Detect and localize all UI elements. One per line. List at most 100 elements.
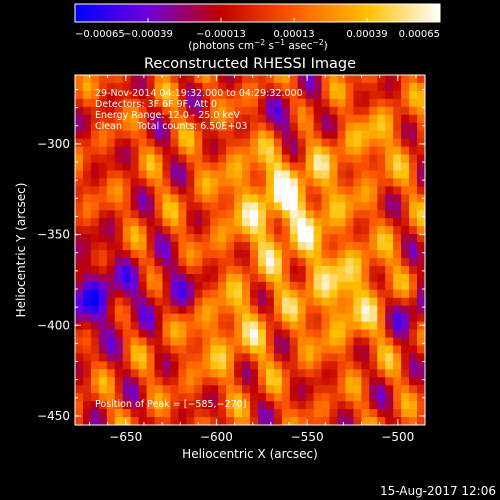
heatmap-cell — [122, 345, 132, 354]
heatmap-cell — [194, 170, 203, 179]
heatmap-cell — [409, 90, 418, 100]
heatmap-cell — [409, 385, 418, 394]
heatmap-cell — [178, 138, 187, 147]
heatmap-cell — [393, 337, 402, 346]
heatmap-cell — [393, 273, 402, 283]
heatmap-cell — [138, 202, 147, 211]
heatmap-cell — [146, 385, 155, 394]
heatmap-cell — [401, 337, 410, 346]
heatmap-cell — [218, 186, 227, 195]
heatmap-cell — [377, 226, 386, 235]
heatmap-cell — [98, 377, 108, 386]
heatmap-cell — [417, 321, 426, 330]
heatmap-cell — [313, 417, 322, 426]
heatmap-cell — [75, 377, 84, 386]
heatmap-cell — [138, 162, 147, 171]
heatmap-cell — [385, 345, 394, 354]
heatmap-cell — [265, 138, 275, 147]
heatmap-cell — [114, 194, 124, 203]
heatmap-cell — [186, 393, 195, 402]
heatmap-cell — [90, 162, 100, 171]
heatmap-cell — [82, 75, 92, 84]
heatmap-cell — [130, 170, 140, 179]
heatmap-cell — [305, 377, 315, 386]
heatmap-cell — [154, 337, 163, 346]
heatmap-cell — [305, 393, 315, 402]
heatmap-cell — [257, 194, 267, 203]
heatmap-cell — [90, 234, 100, 243]
heatmap-cell — [265, 250, 275, 259]
heatmap-cell — [337, 385, 346, 394]
heatmap-cell — [194, 114, 203, 124]
heatmap-cell — [313, 289, 322, 299]
heatmap-cell — [377, 122, 386, 132]
heatmap-cell — [377, 257, 386, 267]
heatmap-cell — [170, 409, 179, 418]
heatmap-cell — [146, 273, 155, 283]
heatmap-cell — [82, 417, 92, 426]
heatmap-cell — [138, 194, 147, 203]
heatmap-cell — [369, 154, 378, 163]
heatmap-cell — [75, 75, 84, 84]
heatmap-cell — [281, 250, 291, 259]
heatmap-cell — [345, 329, 354, 338]
heatmap-cell — [130, 265, 140, 275]
heatmap-cell — [242, 329, 251, 338]
heatmap-cell — [385, 226, 394, 235]
heatmap-cell — [186, 90, 195, 100]
heatmap-cell — [82, 98, 92, 108]
heatmap-cell — [361, 210, 370, 219]
heatmap-cell — [114, 234, 124, 243]
heatmap-cell — [385, 313, 394, 322]
heatmap-cell — [281, 186, 291, 195]
heatmap-cell — [385, 353, 394, 362]
heatmap-cell — [417, 401, 426, 410]
heatmap-cell — [162, 329, 171, 338]
heatmap-cell — [377, 345, 386, 354]
heatmap-cell — [226, 313, 235, 322]
heatmap-cell — [202, 98, 211, 108]
heatmap-cell — [337, 393, 346, 402]
heatmap-cell — [202, 409, 211, 418]
heatmap-cell — [409, 242, 418, 251]
heatmap-cell — [186, 146, 195, 155]
heatmap-cell — [82, 257, 92, 267]
heatmap-cell — [361, 305, 370, 315]
heatmap-cell — [353, 178, 362, 187]
heatmap-cell — [353, 289, 362, 299]
heatmap-cell — [345, 154, 354, 163]
heatmap-cell — [202, 154, 211, 163]
heatmap-cell — [313, 210, 322, 219]
heatmap-cell — [106, 417, 116, 426]
heatmap-cell — [393, 146, 402, 155]
colorbar-tick-label: 0.00065 — [399, 29, 440, 40]
heatmap-cell — [90, 114, 100, 124]
heatmap-cell — [82, 273, 92, 283]
heatmap-cell — [313, 305, 322, 315]
heatmap-cell — [234, 154, 243, 163]
heatmap-cell — [257, 329, 267, 338]
heatmap-cell — [369, 114, 378, 124]
heatmap-cell — [202, 361, 211, 370]
heatmap-cell — [90, 345, 100, 354]
heatmap-cell — [178, 75, 187, 84]
heatmap-cell — [138, 122, 147, 132]
heatmap-cell — [329, 82, 338, 92]
heatmap-cell — [114, 138, 124, 147]
heatmap-cell — [345, 138, 354, 147]
heatmap-cell — [90, 313, 100, 322]
heatmap-cell — [186, 361, 195, 370]
heatmap-cell — [377, 162, 386, 171]
heatmap-cell — [130, 345, 140, 354]
heatmap-cell — [361, 146, 370, 155]
heatmap-cell — [178, 202, 187, 211]
colorbar-tick-label: 0.00013 — [273, 29, 314, 40]
heatmap-cell — [401, 218, 410, 227]
heatmap-cell — [273, 98, 283, 108]
heatmap-cell — [130, 154, 140, 163]
heatmap-cell — [170, 353, 179, 362]
heatmap-cell — [234, 250, 243, 259]
heatmap-cell — [194, 154, 203, 163]
x-tick-label: −650 — [109, 430, 142, 444]
heatmap-cell — [337, 345, 346, 354]
